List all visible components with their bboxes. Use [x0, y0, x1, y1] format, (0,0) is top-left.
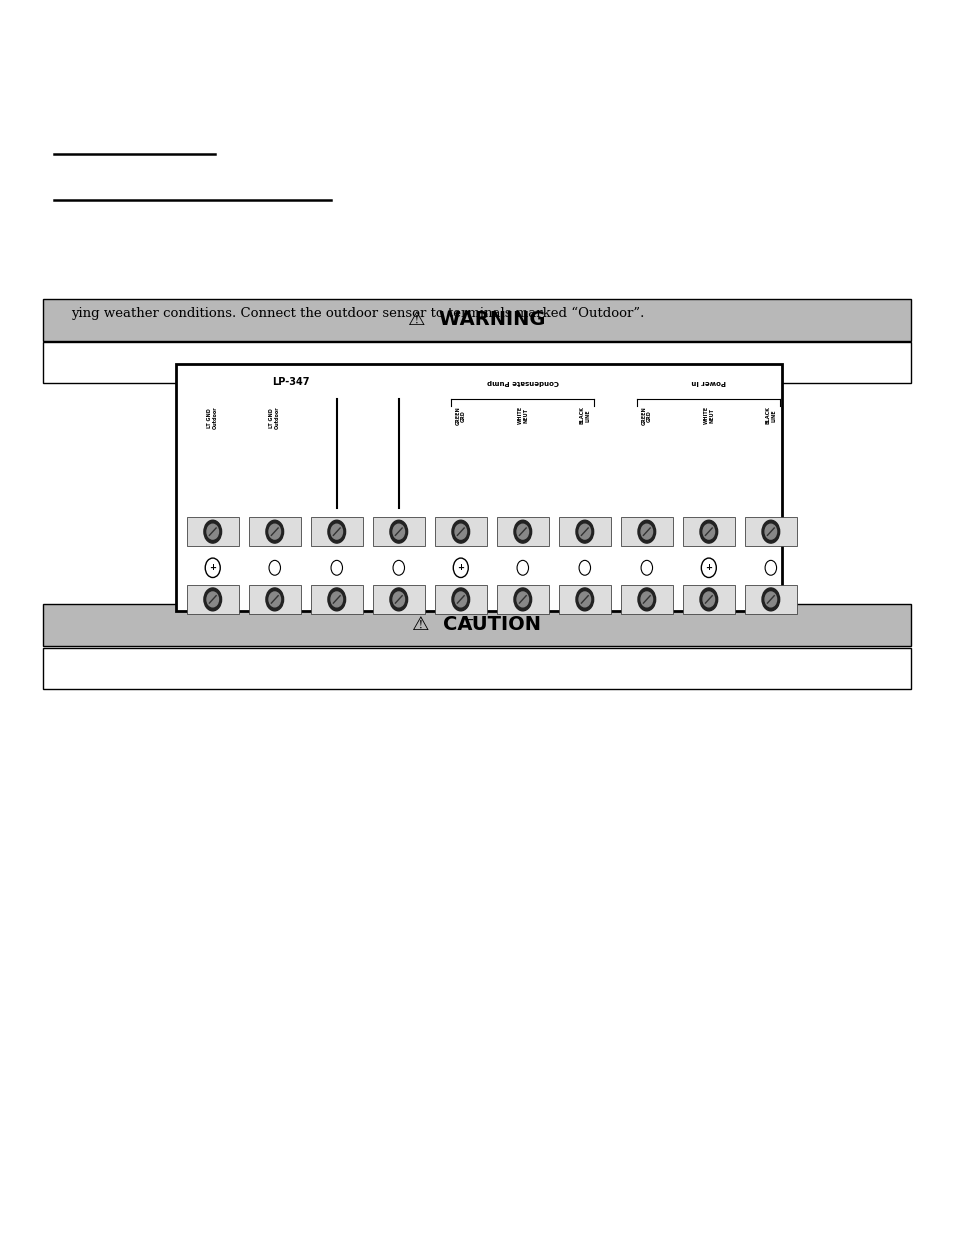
Circle shape	[393, 524, 404, 540]
Circle shape	[517, 592, 528, 606]
Text: BLACK
LINE: BLACK LINE	[764, 406, 776, 424]
Circle shape	[331, 524, 342, 540]
Circle shape	[204, 520, 221, 543]
FancyBboxPatch shape	[497, 517, 548, 546]
Text: WHITE
NEUT: WHITE NEUT	[517, 406, 528, 425]
FancyBboxPatch shape	[435, 517, 486, 546]
Circle shape	[640, 592, 652, 606]
FancyBboxPatch shape	[43, 604, 910, 646]
Circle shape	[390, 520, 407, 543]
Circle shape	[764, 524, 776, 540]
Circle shape	[266, 588, 283, 611]
FancyBboxPatch shape	[176, 364, 781, 611]
Circle shape	[269, 524, 280, 540]
Text: +: +	[456, 563, 464, 572]
Text: +: +	[704, 563, 712, 572]
Circle shape	[638, 588, 655, 611]
Text: LT GND
Outdoor: LT GND Outdoor	[207, 406, 218, 429]
Circle shape	[266, 520, 283, 543]
Circle shape	[517, 524, 528, 540]
Text: –: –	[465, 614, 473, 629]
Circle shape	[514, 520, 531, 543]
Circle shape	[702, 592, 714, 606]
Circle shape	[393, 592, 404, 606]
FancyBboxPatch shape	[311, 517, 362, 546]
Text: Condensate Pump: Condensate Pump	[486, 379, 558, 385]
Text: GREEN
GRD: GREEN GRD	[640, 406, 652, 425]
Circle shape	[761, 588, 779, 611]
Circle shape	[207, 592, 218, 606]
Circle shape	[328, 588, 345, 611]
Circle shape	[638, 520, 655, 543]
Circle shape	[269, 592, 280, 606]
FancyBboxPatch shape	[187, 517, 238, 546]
FancyBboxPatch shape	[558, 585, 610, 614]
Circle shape	[764, 592, 776, 606]
Text: +: +	[209, 563, 216, 572]
FancyBboxPatch shape	[558, 517, 610, 546]
Text: LP-347: LP-347	[272, 377, 309, 387]
Text: LT GND
Outdoor: LT GND Outdoor	[269, 406, 280, 429]
Circle shape	[578, 524, 590, 540]
Circle shape	[578, 592, 590, 606]
FancyBboxPatch shape	[744, 585, 796, 614]
Circle shape	[328, 520, 345, 543]
Circle shape	[452, 588, 469, 611]
Text: Power In: Power In	[691, 379, 725, 385]
FancyBboxPatch shape	[249, 585, 300, 614]
Circle shape	[455, 524, 466, 540]
Circle shape	[390, 588, 407, 611]
FancyBboxPatch shape	[435, 585, 486, 614]
Circle shape	[452, 520, 469, 543]
FancyBboxPatch shape	[43, 342, 910, 383]
Text: ⚠  CAUTION: ⚠ CAUTION	[412, 615, 541, 635]
FancyBboxPatch shape	[311, 585, 362, 614]
FancyBboxPatch shape	[43, 648, 910, 689]
Text: ying weather conditions. Connect the outdoor sensor to terminals marked “Outdoor: ying weather conditions. Connect the out…	[71, 306, 644, 320]
Circle shape	[700, 520, 717, 543]
FancyBboxPatch shape	[249, 517, 300, 546]
Circle shape	[700, 588, 717, 611]
FancyBboxPatch shape	[373, 517, 424, 546]
FancyBboxPatch shape	[620, 517, 672, 546]
Text: GREEN
GRD: GREEN GRD	[455, 406, 466, 425]
Text: BLACK
LINE: BLACK LINE	[578, 406, 590, 424]
Circle shape	[204, 588, 221, 611]
FancyBboxPatch shape	[187, 585, 238, 614]
Circle shape	[702, 524, 714, 540]
Circle shape	[576, 588, 593, 611]
FancyBboxPatch shape	[682, 517, 734, 546]
Circle shape	[761, 520, 779, 543]
Circle shape	[576, 520, 593, 543]
FancyBboxPatch shape	[43, 299, 910, 341]
Text: WHITE
NEUT: WHITE NEUT	[702, 406, 714, 425]
Circle shape	[207, 524, 218, 540]
Circle shape	[514, 588, 531, 611]
Circle shape	[455, 592, 466, 606]
FancyBboxPatch shape	[373, 585, 424, 614]
FancyBboxPatch shape	[682, 585, 734, 614]
FancyBboxPatch shape	[620, 585, 672, 614]
FancyBboxPatch shape	[744, 517, 796, 546]
Circle shape	[331, 592, 342, 606]
FancyBboxPatch shape	[497, 585, 548, 614]
Circle shape	[640, 524, 652, 540]
Text: ⚠  WARNING: ⚠ WARNING	[408, 310, 545, 330]
